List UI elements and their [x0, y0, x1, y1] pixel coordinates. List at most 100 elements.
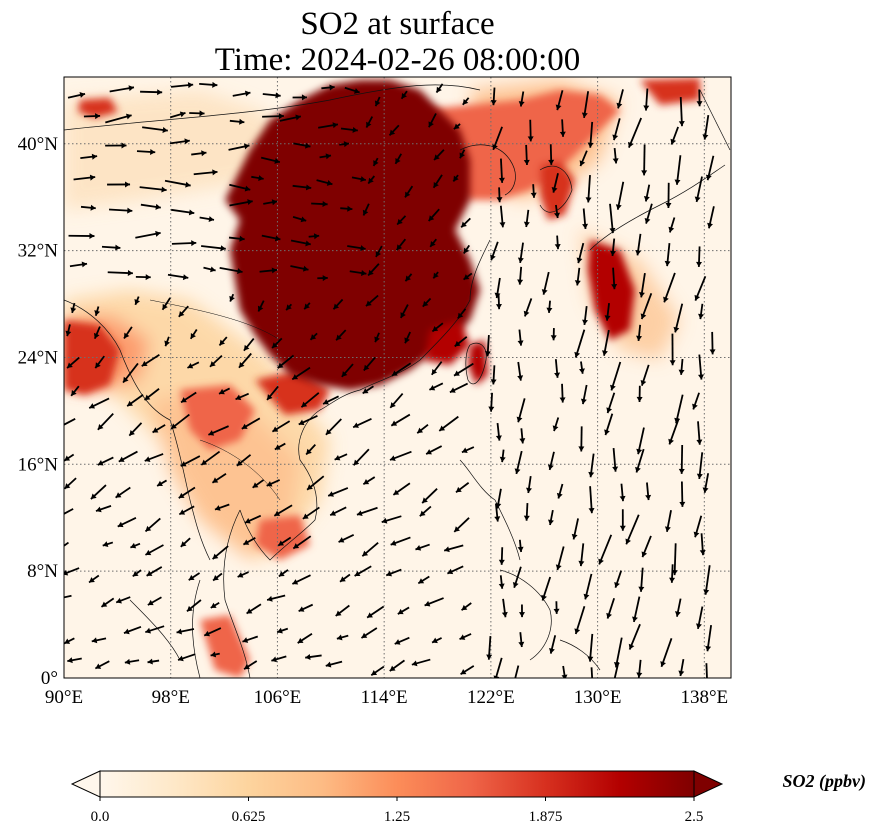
wind-arrow-head [548, 519, 554, 525]
wind-arrow-head [333, 303, 340, 310]
wind-arrow-head [512, 582, 519, 588]
wind-arrow-head [186, 605, 193, 612]
wind-arrow-head [664, 526, 671, 532]
lon-tick-label: 122°E [467, 687, 515, 708]
wind-arrow-head [267, 595, 273, 602]
wind-arrow-head [213, 575, 219, 581]
wind-arrow-head [675, 611, 681, 617]
wind-arrow-head [171, 423, 177, 429]
wind-arrow-head [64, 569, 69, 576]
wind-arrow-head [395, 157, 401, 164]
wind-arrow-head [518, 101, 525, 107]
wind-arrow-head [669, 360, 676, 366]
wind-arrow-head [517, 257, 524, 263]
wind-arrow-head [447, 568, 454, 575]
wind-arrow-head [432, 325, 439, 332]
lon-tick-label: 114°E [361, 687, 408, 708]
wind-arrow-head [64, 455, 71, 461]
wind-arrow-head [127, 207, 133, 214]
wind-arrow-head [495, 304, 502, 310]
wind-arrow-head [454, 340, 461, 347]
wind-arrow-shaft [673, 543, 677, 576]
wind-arrow-head [212, 81, 218, 88]
wind-arrow-head [155, 230, 161, 237]
wind-arrow-head [663, 296, 669, 303]
wind-arrow-head [493, 675, 500, 678]
wind-arrow-head [488, 406, 495, 412]
wind-arrow-head [428, 121, 434, 128]
wind-arrow-head [278, 540, 285, 546]
wind-arrow-head [219, 388, 225, 395]
wind-arrow-head [664, 260, 671, 267]
wind-arrow-head [660, 661, 666, 667]
wind-arrow-head [559, 397, 566, 403]
wind-arrow-head [274, 510, 281, 516]
wind-arrow-head [363, 364, 370, 371]
wind-arrow-head [185, 181, 191, 188]
wind-arrow-head [492, 144, 498, 150]
wind-arrow-head [71, 390, 77, 396]
wind-arrow-head [161, 186, 167, 193]
lat-tick-label: 32°N [18, 241, 59, 262]
wind-arrow-head [121, 142, 127, 149]
wind-arrow-head [302, 265, 309, 272]
wind-arrow-head [587, 656, 594, 662]
wind-arrow-head [373, 160, 379, 166]
wind-arrow-head [132, 570, 139, 577]
wind-arrow-head [678, 670, 685, 676]
wind-arrow-head [643, 195, 650, 202]
wind-arrow-head [619, 495, 626, 502]
wind-arrow-head [335, 610, 342, 616]
wind-arrow-head [116, 597, 122, 604]
wind-arrow-head [449, 387, 456, 393]
wind-arrow-head [79, 92, 86, 98]
wind-arrow-head [326, 180, 333, 186]
wind-arrow-head [243, 344, 250, 351]
wind-arrow-head [293, 543, 300, 549]
wind-arrow-head [457, 312, 464, 319]
map-subtitle-time: Time: 2024-02-26 08:00:00 [214, 42, 581, 78]
colorbar-extend-high [693, 770, 724, 798]
wind-arrow-head [463, 247, 470, 254]
wind-arrow-head [210, 602, 217, 608]
wind-arrow-head [91, 153, 98, 160]
wind-arrow-head [362, 388, 369, 394]
wind-arrow-shaft [625, 514, 640, 545]
wind-arrow-head [180, 461, 187, 467]
wind-arrow-head [432, 637, 438, 644]
wind-arrow-head [244, 663, 250, 670]
wind-arrow-head [703, 589, 710, 595]
wind-arrow-head [363, 479, 370, 485]
wind-arrow-head [371, 669, 378, 676]
wind-arrow-head [541, 289, 548, 295]
wind-arrow-head [124, 332, 130, 339]
wind-arrow-head [519, 438, 526, 444]
wind-arrow-head [498, 559, 505, 565]
colorbar-title: SO2 (ppbv) [783, 771, 867, 792]
wind-arrow-head [619, 525, 626, 531]
wind-arrow-head [275, 92, 281, 99]
wind-arrow-head [554, 212, 560, 218]
wind-arrow-head [632, 616, 638, 622]
wind-arrow-head [404, 337, 410, 344]
wind-arrow-head [612, 158, 619, 164]
wind-arrow-head [157, 89, 163, 96]
wind-arrow-head [495, 435, 502, 441]
wind-arrow-head [97, 460, 104, 466]
wind-arrow-head [571, 533, 578, 540]
wind-arrow-head [462, 98, 469, 105]
wind-arrow-head [517, 340, 524, 346]
wind-arrow-head [635, 466, 641, 473]
wind-arrow-head [389, 455, 396, 461]
wind-arrow-head [243, 143, 250, 150]
wind-arrow-head [610, 384, 616, 391]
colorbar-tick-label: 0.625 [232, 809, 266, 825]
wind-arrow-head [238, 361, 245, 368]
wind-arrow-head [115, 244, 121, 251]
wind-arrow-head [258, 175, 264, 182]
wind-arrow-head [433, 272, 439, 279]
colorbar-tick-label: 1.875 [529, 809, 563, 825]
wind-arrow-head [546, 307, 553, 313]
wind-arrow-head [453, 123, 460, 130]
wind-arrow-head [239, 235, 245, 242]
